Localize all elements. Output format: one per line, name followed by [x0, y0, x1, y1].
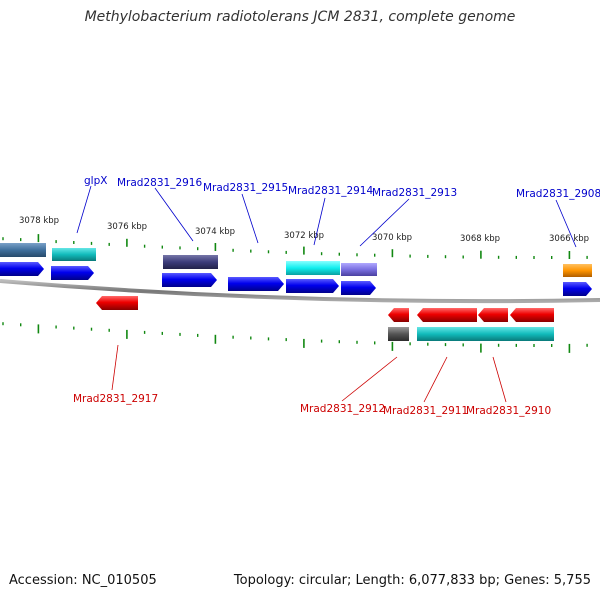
- feature-tile[interactable]: [341, 263, 377, 276]
- upper-tick-ruler: [2, 234, 588, 259]
- feature-tile[interactable]: [163, 255, 218, 269]
- scale-label-3072: 3072 kbp: [284, 231, 324, 241]
- reverse-feature-tiles: [388, 327, 554, 341]
- leader-line-Mrad2831_2914: [313, 197, 326, 246]
- reverse-cds-arrow[interactable]: [478, 308, 508, 322]
- gene-label-Mrad2831_2908[interactable]: Mrad2831_2908: [516, 188, 600, 200]
- accession-text: Accession: NC_010505: [9, 573, 157, 588]
- forward-cds-arrows: [0, 262, 592, 296]
- leader-line-Mrad2831_2917: [111, 344, 119, 391]
- forward-cds-arrow[interactable]: [286, 279, 339, 293]
- forward-cds-arrow[interactable]: [0, 262, 44, 276]
- feature-tile[interactable]: [0, 243, 46, 257]
- scale-label-3068: 3068 kbp: [460, 234, 500, 244]
- gene-label-glpX[interactable]: glpX: [84, 175, 107, 187]
- scale-label-3066: 3066 kbp: [549, 234, 589, 244]
- gene-label-Mrad2831_2911[interactable]: Mrad2831_2911: [383, 405, 468, 417]
- forward-cds-arrow[interactable]: [563, 282, 592, 296]
- genome-backbone: [0, 279, 600, 304]
- reverse-cds-arrow[interactable]: [96, 296, 138, 310]
- forward-cds-arrow[interactable]: [162, 273, 217, 287]
- forward-gene-labels: glpX Mrad2831_2916 Mrad2831_2915 Mrad283…: [84, 175, 600, 200]
- leader-line-Mrad2831_2915: [241, 193, 259, 244]
- reverse-cds-arrows: [96, 296, 554, 322]
- reverse-cds-arrow[interactable]: [510, 308, 554, 322]
- leader-line-Mrad2831_2910: [492, 356, 507, 403]
- gene-label-Mrad2831_2912[interactable]: Mrad2831_2912: [300, 403, 385, 415]
- gene-label-Mrad2831_2910[interactable]: Mrad2831_2910: [466, 405, 551, 417]
- scale-label-3074: 3074 kbp: [195, 227, 235, 237]
- forward-feature-tiles: [0, 243, 592, 277]
- feature-tile[interactable]: [286, 261, 340, 275]
- leader-lines: [76, 185, 577, 403]
- gene-label-Mrad2831_2917[interactable]: Mrad2831_2917: [73, 393, 158, 405]
- gene-label-Mrad2831_2916[interactable]: Mrad2831_2916: [117, 177, 202, 189]
- forward-cds-arrow[interactable]: [51, 266, 94, 280]
- gene-label-Mrad2831_2915[interactable]: Mrad2831_2915: [203, 182, 288, 194]
- feature-tile[interactable]: [388, 327, 409, 341]
- feature-tile[interactable]: [417, 327, 554, 341]
- scale-label-3078: 3078 kbp: [19, 216, 59, 226]
- leader-line-Mrad2831_2912: [341, 356, 398, 402]
- reverse-cds-arrow[interactable]: [388, 308, 409, 322]
- feature-tile[interactable]: [52, 248, 96, 261]
- leader-line-glpX: [76, 185, 92, 234]
- map-title: Methylobacterium radiotolerans JCM 2831,…: [84, 9, 516, 25]
- reverse-cds-arrow[interactable]: [417, 308, 477, 322]
- leader-line-Mrad2831_2908: [555, 199, 577, 248]
- leader-line-Mrad2831_2913: [359, 198, 410, 247]
- scale-label-3076: 3076 kbp: [107, 222, 147, 232]
- leader-line-Mrad2831_2911: [423, 356, 448, 403]
- gene-label-Mrad2831_2914[interactable]: Mrad2831_2914: [288, 185, 373, 197]
- scale-label-3070: 3070 kbp: [372, 233, 412, 243]
- lower-tick-ruler: [2, 322, 588, 353]
- scale-labels: 3078 kbp 3076 kbp 3074 kbp 3072 kbp 3070…: [19, 216, 589, 244]
- reverse-gene-labels: Mrad2831_2917 Mrad2831_2912 Mrad2831_291…: [73, 393, 551, 417]
- leader-line-Mrad2831_2916: [154, 187, 194, 242]
- forward-cds-arrow[interactable]: [341, 281, 376, 295]
- forward-cds-arrow[interactable]: [228, 277, 284, 291]
- feature-tile[interactable]: [563, 264, 592, 277]
- genome-summary-text: Topology: circular; Length: 6,077,833 bp…: [233, 573, 591, 588]
- gene-label-Mrad2831_2913[interactable]: Mrad2831_2913: [372, 187, 457, 199]
